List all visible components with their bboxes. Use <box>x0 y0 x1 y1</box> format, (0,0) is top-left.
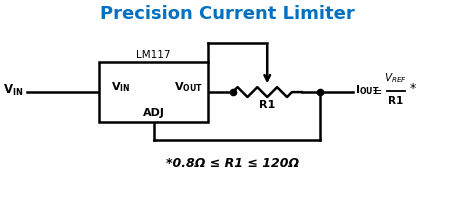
Text: Precision Current Limiter: Precision Current Limiter <box>100 5 355 23</box>
Text: $\mathbf{V_{IN}}$: $\mathbf{V_{IN}}$ <box>111 80 130 94</box>
Text: $V_{REF}$: $V_{REF}$ <box>384 71 407 85</box>
Text: *0.8Ω ≤ R1 ≤ 120Ω: *0.8Ω ≤ R1 ≤ 120Ω <box>166 157 299 170</box>
Text: LM117: LM117 <box>136 50 171 60</box>
Text: R1: R1 <box>388 96 403 106</box>
Text: $\mathbf{V_{IN}}$: $\mathbf{V_{IN}}$ <box>3 83 23 98</box>
Text: $\mathbf{I_{OUT}}$: $\mathbf{I_{OUT}}$ <box>355 83 380 97</box>
Text: $=$: $=$ <box>369 84 383 97</box>
Bar <box>99 62 208 122</box>
Text: $\mathbf{V_{OUT}}$: $\mathbf{V_{OUT}}$ <box>174 80 203 94</box>
Text: R1: R1 <box>259 100 275 110</box>
Text: *: * <box>410 82 416 95</box>
Text: ADJ: ADJ <box>143 108 165 118</box>
